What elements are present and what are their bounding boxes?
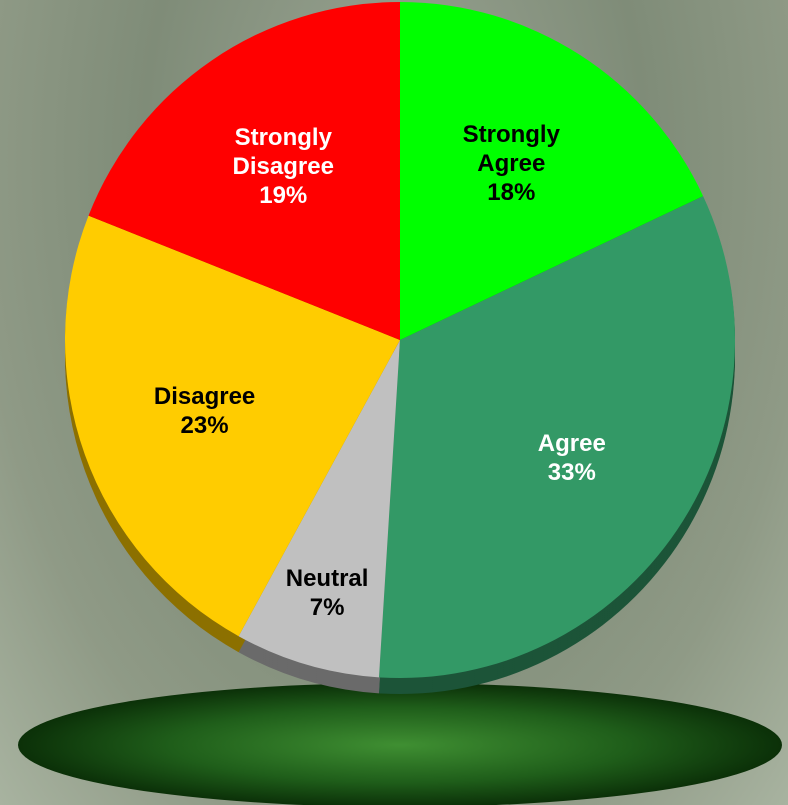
slice [64, 215, 400, 637]
slice-label: Disagree 23% [130, 382, 280, 440]
category-label: Disagree [153, 382, 256, 410]
slice [88, 2, 401, 340]
slice-label: Strongly Disagree 19% [208, 123, 358, 210]
slice-label: Neutral 7% [252, 564, 402, 622]
pedestal [18, 683, 782, 805]
slice-label: Agree 33% [497, 429, 647, 487]
slice-label: Strongly Agree 18% [436, 120, 586, 207]
slice [238, 340, 400, 678]
value-label: 7% [309, 594, 345, 622]
value-label: 23% [180, 411, 229, 439]
category-label: Neutral [285, 565, 369, 593]
category-label: Strongly Disagree [232, 124, 334, 181]
value-label: 18% [487, 178, 536, 206]
slice [378, 196, 736, 678]
category-label: Strongly Agree [462, 120, 560, 177]
value-label: 33% [547, 458, 596, 486]
slice [400, 2, 704, 340]
value-label: 19% [259, 182, 308, 210]
category-label: Agree [537, 429, 606, 457]
